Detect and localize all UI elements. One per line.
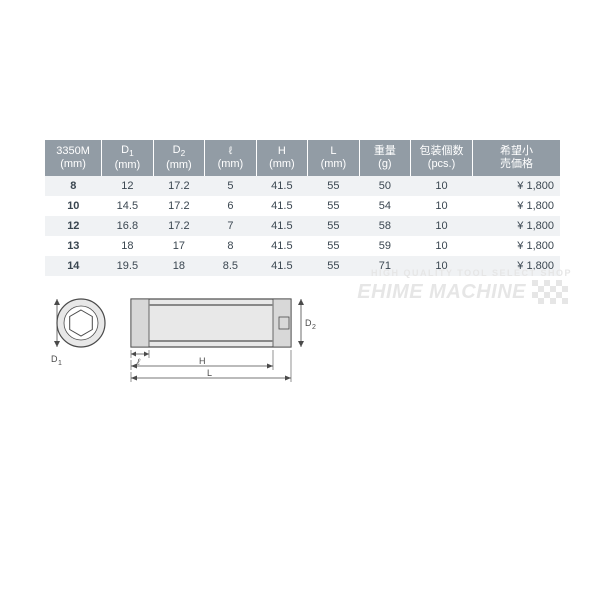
svg-text:L: L (207, 368, 212, 378)
cell: 18 (153, 256, 205, 276)
cell: 50 (359, 176, 411, 196)
cell: 55 (308, 216, 360, 236)
cell: 54 (359, 196, 411, 216)
cell-price: ¥ 1,800 (472, 216, 560, 236)
cell: 10 (45, 196, 102, 216)
cell: 14.5 (102, 196, 154, 216)
cell: 41.5 (256, 216, 308, 236)
cell: 41.5 (256, 196, 308, 216)
cell: 41.5 (256, 256, 308, 276)
cell: 41.5 (256, 236, 308, 256)
cell: 6 (205, 196, 257, 216)
col-h: H(mm) (256, 140, 308, 176)
svg-text:D: D (51, 354, 58, 364)
cell-price: ¥ 1,800 (472, 236, 560, 256)
cell: 16.8 (102, 216, 154, 236)
cell: 55 (308, 236, 360, 256)
svg-text:H: H (199, 356, 206, 366)
table-row: 10 14.5 17.2 6 41.5 55 54 10 ¥ 1,800 (45, 196, 560, 216)
cell: 71 (359, 256, 411, 276)
col-weight: 重量(g) (359, 140, 411, 176)
cell-price: ¥ 1,800 (472, 176, 560, 196)
spec-table: 3350M(mm) D1(mm) D2(mm) ℓ(mm) H(mm) L(mm… (45, 140, 560, 276)
cell: 13 (45, 236, 102, 256)
cell: 7 (205, 216, 257, 236)
cell: 12 (102, 176, 154, 196)
cell: 17.2 (153, 216, 205, 236)
cell: 19.5 (102, 256, 154, 276)
cell: 17 (153, 236, 205, 256)
cell: 55 (308, 196, 360, 216)
cell: 12 (45, 216, 102, 236)
cell: 8.5 (205, 256, 257, 276)
cell: 58 (359, 216, 411, 236)
cell: 5 (205, 176, 257, 196)
cell: 10 (411, 176, 473, 196)
col-d2: D2(mm) (153, 140, 205, 176)
cell: 10 (411, 196, 473, 216)
cell: 8 (205, 236, 257, 256)
col-3350m: 3350M(mm) (45, 140, 102, 176)
col-d1: D1(mm) (102, 140, 154, 176)
cell-price: ¥ 1,800 (472, 196, 560, 216)
table-row: 8 12 17.2 5 41.5 55 50 10 ¥ 1,800 (45, 176, 560, 196)
cell: 41.5 (256, 176, 308, 196)
socket-diagram: D1 D2 ℓ (51, 288, 560, 393)
col-bigl: L(mm) (308, 140, 360, 176)
svg-text:1: 1 (58, 360, 62, 367)
col-pcs: 包装個数(pcs.) (411, 140, 473, 176)
cell: 10 (411, 216, 473, 236)
table-row: 12 16.8 17.2 7 41.5 55 58 10 ¥ 1,800 (45, 216, 560, 236)
table-row: 13 18 17 8 41.5 55 59 10 ¥ 1,800 (45, 236, 560, 256)
table-row: 14 19.5 18 8.5 41.5 55 71 10 ¥ 1,800 (45, 256, 560, 276)
svg-text:2: 2 (312, 324, 316, 331)
cell: 55 (308, 256, 360, 276)
table-header-row: 3350M(mm) D1(mm) D2(mm) ℓ(mm) H(mm) L(mm… (45, 140, 560, 176)
cell: 17.2 (153, 176, 205, 196)
cell-price: ¥ 1,800 (472, 256, 560, 276)
cell: 18 (102, 236, 154, 256)
cell: 59 (359, 236, 411, 256)
cell: 14 (45, 256, 102, 276)
cell: 55 (308, 176, 360, 196)
col-l: ℓ(mm) (205, 140, 257, 176)
cell: 8 (45, 176, 102, 196)
cell: 10 (411, 256, 473, 276)
cell: 17.2 (153, 196, 205, 216)
svg-text:D: D (305, 318, 312, 328)
col-price: 希望小売価格 (472, 140, 560, 176)
cell: 10 (411, 236, 473, 256)
